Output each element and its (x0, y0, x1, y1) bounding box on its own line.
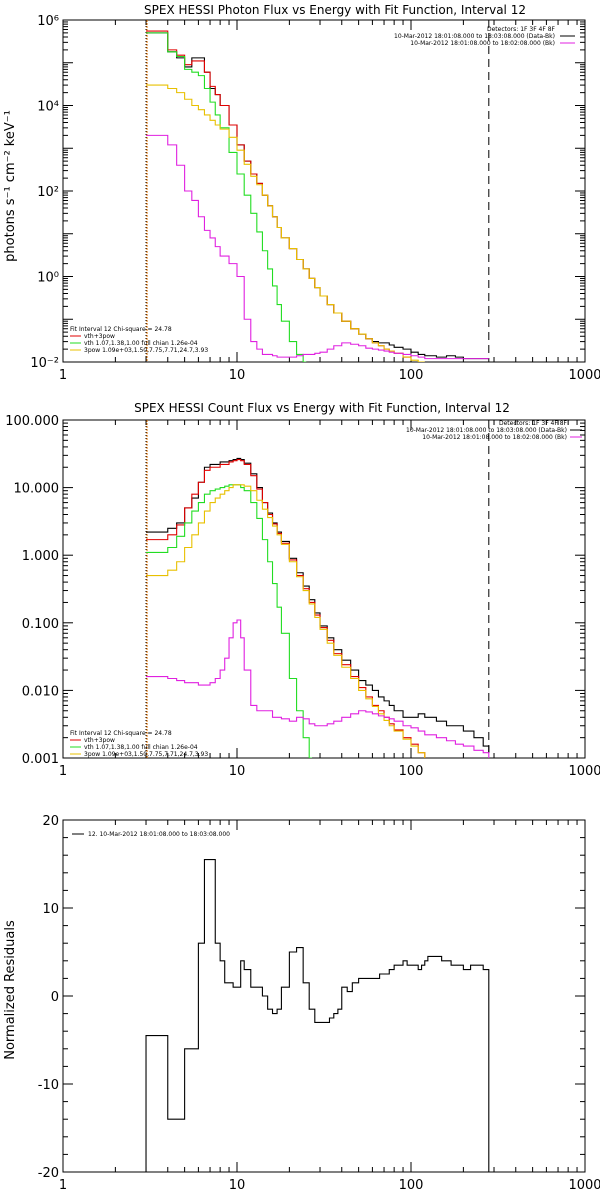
legend-bottom-line-1: Fit Interval 12 Chi-square = 24.78 (70, 326, 172, 333)
series-yellow (146, 84, 425, 362)
x-tick-label: 1 (59, 368, 67, 383)
y-tick-label: 10⁰ (37, 271, 59, 286)
chart-title: SPEX HESSI Count Flux vs Energy with Fit… (134, 401, 510, 415)
x-tick-label: 10 (229, 764, 246, 779)
x-tick-label: 1000 (568, 764, 600, 779)
legend-top-line-3: 10-Mar-2012 18:01:08.000 to 18:02:08.000… (422, 434, 567, 441)
plot-area: 1 10 100 1000 0.001 0.010 0.100 1.000 10.000 100.… (5, 414, 600, 779)
x-tick-label: 1000 (568, 368, 600, 383)
legend-bottom-line-4: 3pow 1.09e+03,1.50,7.75,7.71,24.7,3.93 (84, 347, 208, 354)
y-tick-label: 100.000 (5, 414, 59, 429)
legend-top-line-1: 12. 10-Mar-2012 18:01:08.000 to 18:03:08… (88, 831, 230, 838)
x-tick-label: 10 (229, 1178, 246, 1193)
y-tick-label: 1.000 (22, 549, 59, 564)
y-tick-label: 10⁴ (37, 100, 59, 115)
y-tick-label: 10.000 (14, 482, 60, 497)
count-flux-chart: SPEX HESSI Count Flux vs Energy with Fit… (5, 401, 600, 779)
plot-frame (62, 419, 586, 759)
legend-bottom-line-1: Fit Interval 12 Chi-square = 24.78 (70, 730, 172, 737)
legend-bottom-line-3: vth 1.07,1.38,1.00 full chian 1.26e-04 (84, 340, 198, 347)
y-tick-label: 10⁶ (37, 14, 59, 29)
legend-top-line-3: 10-Mar-2012 18:01:08.000 to 18:02:08.000… (410, 40, 555, 47)
x-tick-label: 1 (59, 1178, 67, 1193)
series-red (146, 458, 426, 758)
plot-area: 1 10 100 1000 -20 -10 0 10 20 (38, 814, 600, 1193)
y-tick-label: 0.100 (22, 617, 59, 632)
y-tick-label: 10² (37, 185, 59, 200)
plot-frame (62, 819, 586, 1173)
y-axis-label: photons s⁻¹ cm⁻² keV⁻¹ (3, 110, 18, 262)
y-tick-label: 10⁻² (30, 356, 59, 371)
x-tick-label: 100 (399, 764, 424, 779)
legend-top-line-1: Detectors: 1F 3F 4F 8F (487, 26, 556, 33)
y-tick-label: 10 (42, 902, 59, 917)
series-green (146, 32, 307, 362)
y-tick-label: 0.010 (22, 684, 59, 699)
series-black (146, 457, 490, 753)
plot-area: 1 10 100 1000 10⁻² 10⁰ 10² 10⁴ 10⁶ (30, 14, 600, 383)
legend-bottom-line-2: vth+3pow (84, 737, 115, 744)
y-tick-label: 0 (51, 990, 59, 1005)
legend-bottom-line-2: vth+3pow (84, 333, 115, 340)
residuals-chart: Normalized Residuals 1 10 100 1000 -20 -10 0 10… (3, 814, 600, 1193)
legend-top-line-1: Detectors: 1F 3F 4F 8F (499, 420, 568, 427)
series-red (146, 30, 412, 361)
legend-top-line-2: 10-Mar-2012 18:01:08.000 to 18:03:08.000… (406, 427, 567, 434)
plot-frame (62, 19, 586, 363)
legend-bottom-line-4: 3pow 1.09e+03,1.50,7.75,7.71,24.7,3.93 (84, 751, 208, 758)
y-tick-label: 0.001 (22, 752, 59, 767)
chart-title: SPEX HESSI Photon Flux vs Energy with Fi… (144, 3, 526, 17)
x-tick-label: 100 (399, 368, 424, 383)
series-black (145, 859, 490, 1172)
series-magenta (146, 619, 490, 758)
y-tick-label: -20 (38, 1166, 59, 1181)
series-magenta (146, 134, 489, 360)
x-tick-label: 100 (399, 1178, 424, 1193)
x-tick-label: 1000 (568, 1178, 600, 1193)
y-tick-label: -10 (38, 1078, 59, 1093)
x-tick-label: 1 (59, 764, 67, 779)
series-yellow (146, 484, 426, 758)
y-tick-label: 20 (42, 814, 59, 829)
y-axis-label: Normalized Residuals (3, 920, 18, 1060)
series-green (146, 484, 313, 758)
legend-bottom-line-3: vth 1.07,1.38,1.00 full chian 1.26e-04 (84, 744, 198, 751)
x-tick-label: 10 (229, 368, 246, 383)
legend-top-line-2: 10-Mar-2012 18:01:08.000 to 18:03:08.000… (394, 33, 555, 40)
photon-flux-chart: SPEX HESSI Photon Flux vs Energy with Fi… (3, 3, 600, 383)
series-black (146, 32, 489, 360)
